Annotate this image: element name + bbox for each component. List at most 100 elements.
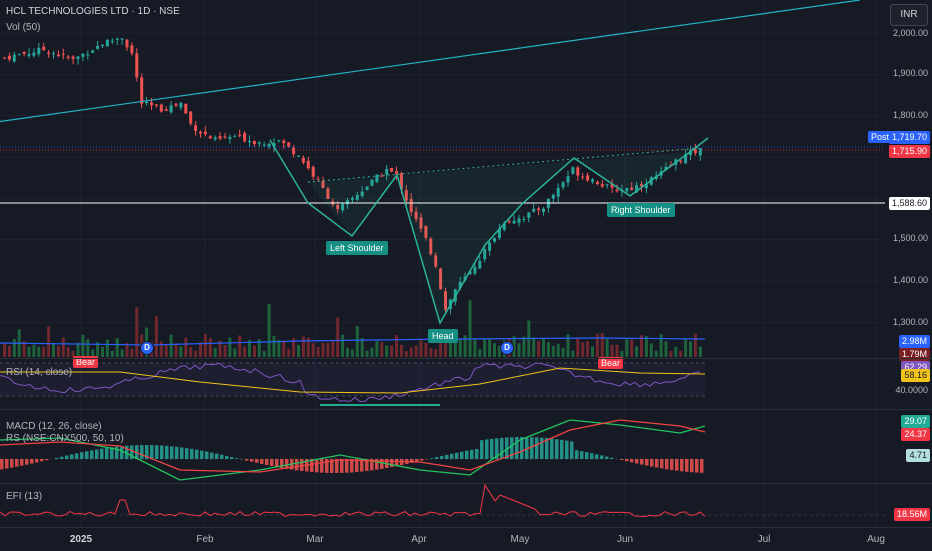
candle-body bbox=[532, 209, 535, 212]
volume-bar bbox=[3, 343, 6, 357]
candle-body bbox=[385, 169, 388, 175]
pane-divider[interactable] bbox=[0, 483, 932, 484]
post-badge: Post bbox=[868, 131, 892, 143]
macd-value-tag: 29.07 bbox=[901, 415, 930, 428]
candle-body bbox=[42, 47, 45, 51]
macd-histogram-bar bbox=[565, 441, 569, 459]
efi-line bbox=[0, 485, 705, 516]
time-tick: 2025 bbox=[70, 534, 92, 545]
macd-histogram-bar bbox=[95, 449, 99, 459]
candle-body bbox=[586, 175, 589, 180]
volume-bar bbox=[415, 346, 418, 357]
candle-body bbox=[86, 55, 89, 56]
volume-bar bbox=[581, 342, 584, 357]
volume-bar bbox=[326, 343, 329, 357]
efi-legend[interactable]: EFI (13) bbox=[6, 491, 42, 502]
volume-bar bbox=[155, 316, 158, 357]
volume-bar bbox=[655, 351, 658, 357]
candle-body bbox=[165, 109, 168, 111]
candle-body bbox=[199, 132, 202, 134]
volume-bar bbox=[547, 342, 550, 357]
volume-bar bbox=[522, 337, 525, 357]
macd-histogram-bar bbox=[320, 459, 324, 473]
volume-bar bbox=[228, 338, 231, 357]
symbol-title[interactable]: HCL TECHNOLOGIES LTD · 1D · NSE bbox=[6, 6, 180, 17]
macd-histogram-bar bbox=[230, 457, 234, 459]
volume-bar bbox=[532, 337, 535, 357]
macd-histogram-bar bbox=[85, 451, 89, 459]
macd-histogram-bar bbox=[430, 458, 434, 459]
volume-legend[interactable]: Vol (50) bbox=[6, 22, 40, 33]
volume-bar bbox=[135, 307, 138, 357]
price-tick: 2,000.00 bbox=[893, 28, 928, 38]
macd-histogram-bar bbox=[200, 451, 204, 459]
volume-bar bbox=[189, 347, 192, 357]
dividend-marker[interactable]: D bbox=[500, 341, 514, 355]
volume-bar bbox=[449, 341, 452, 357]
macd-histogram-bar bbox=[620, 459, 624, 460]
candle-body bbox=[297, 156, 300, 157]
time-tick: Aug bbox=[867, 534, 885, 545]
candle-body bbox=[194, 125, 197, 131]
macd-histogram-bar bbox=[445, 455, 449, 459]
time-tick: May bbox=[511, 534, 530, 545]
candle-body bbox=[591, 179, 594, 181]
volume-bar bbox=[591, 346, 594, 357]
candle-body bbox=[567, 176, 570, 182]
pane-divider[interactable] bbox=[0, 409, 932, 410]
macd-histogram-bar bbox=[235, 458, 239, 459]
macd-histogram-bar bbox=[325, 459, 329, 473]
candle-body bbox=[62, 54, 65, 55]
volume-bar bbox=[660, 334, 663, 357]
volume-bar bbox=[665, 341, 668, 357]
volume-bar bbox=[557, 344, 560, 357]
volume-bar bbox=[596, 334, 599, 357]
time-axis[interactable]: 2025 Feb Mar Apr May Jun Jul Aug bbox=[0, 527, 932, 551]
candle-body bbox=[478, 261, 481, 269]
macd-legend[interactable]: MACD (12, 26, close) bbox=[6, 421, 102, 432]
dividend-marker[interactable]: D bbox=[140, 341, 154, 355]
candle-body bbox=[258, 142, 261, 143]
chart-canvas[interactable] bbox=[0, 0, 885, 527]
macd-histogram-bar bbox=[350, 459, 354, 472]
candle-body bbox=[179, 103, 182, 108]
rs-legend[interactable]: RS (NSE:CNX500, 50, 10) bbox=[6, 433, 124, 444]
volume-bar bbox=[674, 347, 677, 357]
price-tick: 1,300.00 bbox=[893, 317, 928, 327]
macd-histogram-bar bbox=[165, 446, 169, 459]
macd-histogram-bar bbox=[120, 446, 124, 459]
volume-bar bbox=[380, 342, 383, 357]
last-price-tag: 1,715.90 bbox=[889, 145, 930, 158]
volume-bar bbox=[405, 351, 408, 357]
left-shoulder-label: Left Shoulder bbox=[326, 241, 388, 255]
volume-bar bbox=[606, 339, 609, 357]
candle-body bbox=[140, 77, 143, 103]
rsi-legend[interactable]: RSI (14, close) bbox=[6, 367, 72, 378]
macd-histogram-bar bbox=[265, 459, 269, 465]
candle-body bbox=[101, 45, 104, 46]
candle-body bbox=[488, 242, 491, 250]
macd-histogram-bar bbox=[420, 459, 424, 461]
macd-histogram-bar bbox=[140, 445, 144, 459]
volume-bar bbox=[459, 339, 462, 357]
volume-tag-red: 1.79M bbox=[899, 348, 930, 361]
candle-body bbox=[606, 184, 609, 185]
macd-histogram-bar bbox=[435, 457, 439, 459]
pane-divider[interactable] bbox=[0, 358, 932, 359]
volume-bar bbox=[469, 300, 472, 357]
price-axis[interactable]: INR 2,000.00 1,900.00 1,800.00 1,500.00 … bbox=[885, 0, 932, 527]
volume-bar bbox=[199, 342, 202, 357]
volume-bar bbox=[420, 340, 423, 357]
volume-bar bbox=[542, 338, 545, 357]
volume-bar bbox=[184, 338, 187, 357]
macd-histogram-bar bbox=[270, 459, 274, 466]
candle-body bbox=[52, 53, 55, 54]
macd-histogram-bar bbox=[690, 459, 694, 472]
candle-body bbox=[268, 144, 271, 147]
currency-button[interactable]: INR bbox=[890, 4, 928, 26]
macd-histogram-bar bbox=[650, 459, 654, 467]
volume-bar bbox=[57, 346, 60, 357]
macd-histogram-bar bbox=[45, 459, 49, 460]
macd-histogram-bar bbox=[665, 459, 669, 469]
candle-body bbox=[562, 182, 565, 187]
